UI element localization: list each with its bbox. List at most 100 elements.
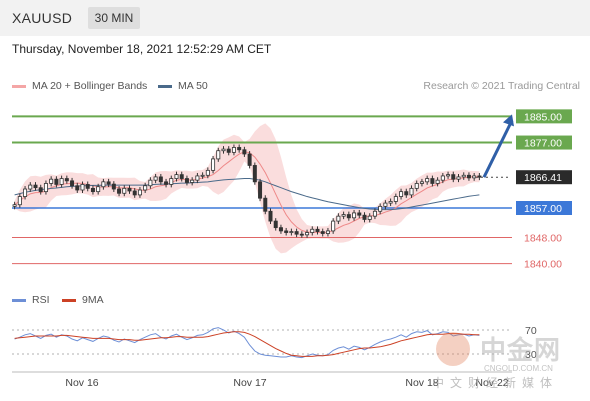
top-bar: XAUUSD 30 MIN — [0, 0, 590, 36]
candle-body — [451, 174, 456, 180]
candle-body — [106, 181, 111, 185]
x-tick-label: Nov 18 — [405, 377, 438, 389]
watermark-url: CNGOLD.COM.CN — [484, 364, 553, 373]
ma20-swatch — [12, 84, 26, 88]
candle-body — [90, 187, 95, 193]
candle-body — [388, 201, 393, 204]
candle-body — [117, 188, 122, 194]
candle-body — [446, 174, 451, 177]
candle-body — [54, 178, 59, 185]
candle-body — [226, 148, 231, 153]
projection-arrow-head — [503, 114, 514, 127]
credit-label: Research © 2021 Trading Central — [423, 80, 580, 92]
candle-body — [346, 214, 351, 219]
candle-body — [64, 178, 69, 182]
candle-body — [273, 220, 278, 229]
candle-body — [96, 186, 101, 193]
rsi-ma-swatch — [62, 298, 76, 302]
candle-body — [294, 231, 299, 235]
candle-body — [305, 232, 310, 236]
legend-ma50-label: MA 50 — [178, 80, 208, 92]
watermark-subtitle: 中文财经新媒体 — [432, 376, 559, 390]
candle-body — [38, 187, 43, 193]
candle-body — [174, 174, 179, 179]
candle-body — [237, 147, 242, 151]
rsi-level-label: 70 — [525, 325, 537, 337]
candle-body — [299, 233, 304, 236]
candle-body — [352, 212, 357, 219]
candle-body — [278, 227, 283, 232]
candle-body — [85, 184, 90, 189]
candle-body — [132, 190, 137, 196]
candle-body — [320, 231, 325, 234]
candle-body — [430, 178, 435, 184]
candle-body — [12, 204, 17, 207]
candle-body — [414, 183, 419, 189]
level-badge-1877.00 — [516, 135, 572, 150]
candle-body — [357, 212, 362, 216]
candle-body — [43, 183, 48, 193]
candle-body — [325, 230, 330, 234]
candle-body — [456, 176, 461, 180]
candle-body — [137, 189, 142, 196]
rsi-level-label: 30 — [525, 349, 537, 361]
candle-body — [127, 187, 132, 192]
candle-body — [268, 210, 273, 222]
candle-body — [111, 183, 116, 190]
candle-body — [70, 180, 75, 187]
candle-body — [399, 191, 404, 197]
candle-body — [383, 202, 388, 207]
level-badge-1866.41 — [516, 170, 572, 185]
timeframe-button[interactable]: 30 MIN — [88, 7, 140, 29]
legend-rsi: RSI — [12, 294, 50, 306]
candle-body — [205, 169, 210, 176]
candle-body — [247, 153, 252, 166]
candle-body — [17, 196, 22, 206]
candle-body — [190, 179, 195, 183]
candle-body — [367, 215, 372, 220]
candle-body — [158, 176, 163, 183]
legend-ma20: MA 20 + Bollinger Bands — [12, 80, 147, 92]
symbol-label: XAUUSD — [12, 10, 73, 26]
legend-rsi-ma-label: 9MA — [82, 294, 104, 306]
ma50-swatch — [158, 84, 172, 88]
candle-body — [289, 231, 294, 233]
candle-body — [284, 230, 289, 233]
rsi-swatch — [12, 298, 26, 302]
candle-body — [404, 191, 409, 196]
ma50-line — [14, 178, 480, 211]
candle-body — [472, 175, 477, 179]
candle-body — [310, 228, 315, 233]
candle-body — [153, 176, 158, 181]
candle-body — [184, 178, 189, 183]
candle-body — [101, 181, 106, 188]
candle-body — [148, 179, 153, 187]
candle-body — [378, 205, 383, 212]
candle-body — [164, 181, 169, 185]
watermark-logo-icon — [436, 332, 470, 366]
candle-body — [200, 174, 205, 177]
bollinger-band — [14, 123, 480, 254]
candle-body — [461, 174, 466, 178]
level-badge-1857.00 — [516, 201, 572, 215]
candle-body — [336, 215, 341, 222]
candle-body — [331, 220, 336, 232]
candle-body — [216, 150, 221, 160]
candle-body — [211, 158, 216, 171]
candle-body — [23, 188, 28, 197]
x-tick-label: Nov 16 — [65, 377, 98, 389]
candle-body — [28, 184, 33, 190]
candle-body — [122, 187, 127, 194]
candle-body — [393, 196, 398, 202]
x-tick-label: Nov 17 — [233, 377, 266, 389]
candle-body — [195, 175, 200, 181]
candle-body — [75, 185, 80, 191]
rsi-line — [14, 327, 480, 359]
candle-body — [362, 214, 367, 220]
candle-body — [435, 179, 440, 184]
candle-body — [49, 178, 54, 184]
legend-rsi-label: RSI — [32, 294, 50, 306]
level-label-1848.00: 1848.00 — [524, 232, 562, 244]
candle-body — [425, 178, 430, 183]
